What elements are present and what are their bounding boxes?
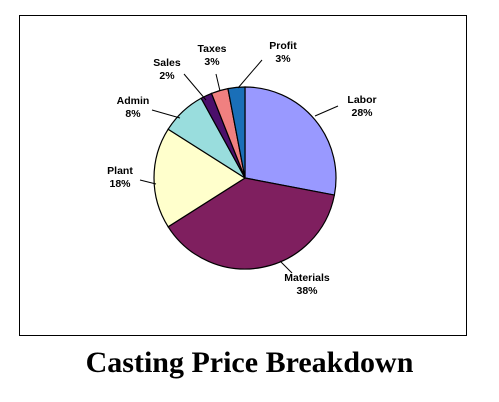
- pie-slice-plant: [153, 128, 247, 228]
- slice-label-plant: Plant: [107, 165, 133, 177]
- chart-frame: Labor 28% Materials 38% Plant 18% Admin 8% Sales…: [19, 15, 467, 336]
- slice-label-sales: Sales: [153, 57, 181, 69]
- leader-line-sales: [183, 73, 207, 101]
- chart-title: Casting Price Breakdown: [85, 346, 414, 379]
- slice-value-label-labor: 28%: [351, 107, 373, 119]
- pie-slice-profit: [227, 86, 246, 179]
- slice-label-admin: Admin: [117, 95, 150, 107]
- slice-value-label-taxes: 3%: [204, 56, 220, 68]
- slice-label-materials: Materials: [284, 272, 330, 284]
- leader-line-labor: [314, 105, 339, 117]
- leader-line-profit: [237, 59, 263, 89]
- leader-line-plant: [139, 179, 157, 185]
- slice-value-label-profit: 3%: [275, 53, 291, 65]
- slice-value-label-admin: 8%: [125, 108, 141, 120]
- slice-label-labor: Labor: [347, 94, 376, 106]
- leader-line-materials: [279, 260, 293, 274]
- leader-line-taxes: [215, 73, 221, 92]
- leader-line-admin: [151, 109, 181, 119]
- slice-label-taxes: Taxes: [198, 43, 227, 55]
- slice-label-profit: Profit: [269, 40, 297, 52]
- pie-slice-labor: [244, 86, 337, 196]
- slice-value-label-sales: 2%: [159, 70, 175, 82]
- slice-value-label-plant: 18%: [109, 178, 131, 190]
- slice-value-label-materials: 38%: [296, 285, 318, 297]
